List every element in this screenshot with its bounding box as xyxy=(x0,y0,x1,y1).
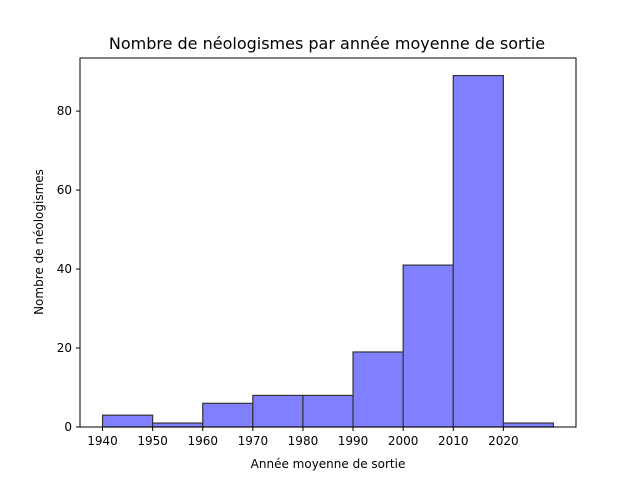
histogram-bar-1980 xyxy=(302,394,354,428)
y-tick-label: 40 xyxy=(57,262,72,276)
axes-layer xyxy=(79,57,577,428)
x-tick-label: 2010 xyxy=(438,434,469,448)
plot-frame xyxy=(79,57,577,428)
histogram-bar-2010 xyxy=(452,74,504,428)
chart-title: Nombre de néologismes par année moyenne … xyxy=(109,34,545,53)
x-tick-label: 1940 xyxy=(87,434,118,448)
y-tick-label: 20 xyxy=(57,341,72,355)
histogram-bar-1970 xyxy=(252,394,304,428)
histogram-bar-2020 xyxy=(502,422,555,428)
x-tick-label: 2000 xyxy=(388,434,419,448)
histogram-bar-1960 xyxy=(202,402,254,428)
y-tick-label: 80 xyxy=(57,104,72,118)
x-axis-label: Année moyenne de sortie xyxy=(251,457,406,471)
x-tick-label: 1990 xyxy=(338,434,369,448)
x-tick-label: 1980 xyxy=(288,434,319,448)
histogram-bar-1950 xyxy=(152,422,204,428)
x-tick-label: 2020 xyxy=(488,434,519,448)
x-tick-label: 1950 xyxy=(137,434,168,448)
x-ticks: 1940 1950 1960 1970 1980 1990 2000 2010 2020 xyxy=(87,427,519,448)
y-axis-label: Nombre de néologismes xyxy=(32,169,46,315)
y-tick-label: 0 xyxy=(64,420,72,434)
histogram-bar-1940 xyxy=(101,414,154,428)
y-tick-label: 60 xyxy=(57,183,72,197)
y-ticks: 0 20 40 60 80 xyxy=(57,104,80,434)
bars-layer xyxy=(101,74,555,428)
histogram-bar-1990 xyxy=(352,351,404,428)
x-tick-label: 1970 xyxy=(238,434,269,448)
histogram-bar-2000 xyxy=(402,264,454,428)
x-tick-label: 1960 xyxy=(187,434,218,448)
